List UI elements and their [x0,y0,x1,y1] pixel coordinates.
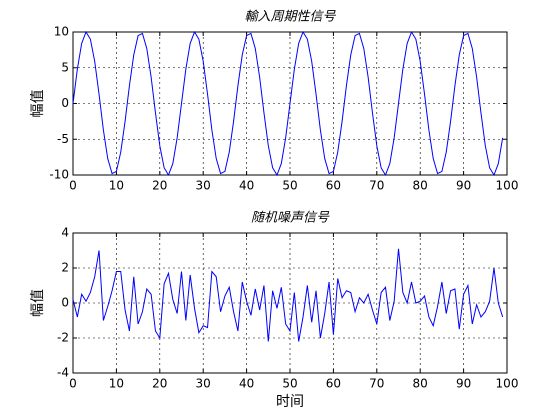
x-tick-label: 10 [109,179,124,193]
x-tick-label: 20 [152,377,167,391]
x-tick-label: 20 [152,179,167,193]
y-tick-label: -10 [49,168,69,182]
x-tick-label: 0 [69,179,77,193]
x-tick-label: 50 [282,179,297,193]
x-tick-label: 100 [496,377,519,391]
y-tick-label: -5 [57,132,69,146]
x-tick-label: 80 [413,179,428,193]
y-tick-label: 10 [54,25,69,39]
y-tick-label: -4 [57,366,69,380]
x-tick-label: 10 [109,377,124,391]
x-tick-label: 40 [239,179,254,193]
data-line [72,248,504,342]
x-tick-label: 70 [369,179,384,193]
x-tick-label: 90 [456,377,471,391]
x-tick-label: 30 [196,179,211,193]
y-tick-label: 0 [61,296,69,310]
x-tick-label: 80 [413,377,428,391]
y-axis-label: 幅值 [30,289,46,317]
axes-title: 輸入周期性信号 [244,10,336,25]
x-tick-label: 90 [456,179,471,193]
x-tick-label: 100 [496,179,519,193]
data-line [72,30,504,177]
x-tick-label: 70 [369,377,384,391]
x-tick-label: 60 [326,179,341,193]
y-tick-label: 4 [61,226,69,240]
x-tick-label: 30 [196,377,211,391]
y-axis-label: 幅值 [30,90,46,118]
x-axis-label: 时间 [276,394,304,410]
y-tick-label: 0 [61,96,69,110]
x-tick-label: 0 [69,377,77,391]
axes-title: 随机噪声信号 [251,211,330,226]
x-tick-label: 50 [282,377,297,391]
y-tick-label: 5 [61,60,69,74]
x-tick-label: 60 [326,377,341,391]
y-tick-label: -2 [57,331,69,345]
x-tick-label: 40 [239,377,254,391]
y-tick-label: 2 [61,261,69,275]
